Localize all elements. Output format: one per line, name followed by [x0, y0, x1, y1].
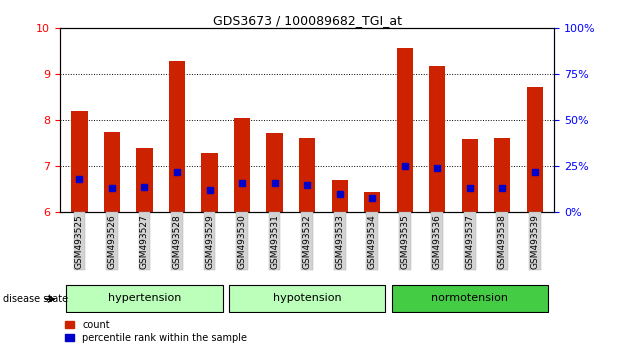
Text: GSM493534: GSM493534 [368, 214, 377, 269]
Bar [266, 133, 283, 212]
Text: GSM493536: GSM493536 [433, 214, 442, 269]
Bar [331, 180, 348, 212]
Text: hypotension: hypotension [273, 293, 341, 303]
Text: GSM493527: GSM493527 [140, 214, 149, 269]
Bar [202, 153, 217, 212]
Text: GSM493528: GSM493528 [173, 214, 181, 269]
Text: GSM493538: GSM493538 [498, 214, 507, 269]
Bar [397, 48, 413, 212]
Text: GSM493539: GSM493539 [530, 214, 539, 269]
Text: normotension: normotension [432, 293, 508, 303]
FancyBboxPatch shape [229, 285, 385, 312]
Legend: count, percentile rank within the sample: count, percentile rank within the sample [65, 320, 247, 343]
Bar [169, 61, 185, 212]
Text: GSM493529: GSM493529 [205, 214, 214, 269]
Bar [462, 139, 478, 212]
FancyBboxPatch shape [66, 285, 222, 312]
Bar [136, 148, 152, 212]
FancyBboxPatch shape [392, 285, 548, 312]
Bar [527, 87, 543, 212]
Bar [71, 111, 88, 212]
Bar [104, 132, 120, 212]
Text: GSM493525: GSM493525 [75, 214, 84, 269]
Text: GSM493530: GSM493530 [238, 214, 246, 269]
Text: disease state: disease state [3, 294, 68, 304]
Text: GSM493533: GSM493533 [335, 214, 344, 269]
Bar [364, 192, 381, 212]
Text: GSM493537: GSM493537 [466, 214, 474, 269]
Title: GDS3673 / 100089682_TGI_at: GDS3673 / 100089682_TGI_at [213, 14, 402, 27]
Text: GSM493526: GSM493526 [107, 214, 117, 269]
Text: GSM493535: GSM493535 [400, 214, 410, 269]
Text: GSM493531: GSM493531 [270, 214, 279, 269]
Bar [494, 138, 510, 212]
Bar [299, 138, 315, 212]
Text: hypertension: hypertension [108, 293, 181, 303]
Text: GSM493532: GSM493532 [302, 214, 312, 269]
Bar [429, 66, 445, 212]
Bar [234, 118, 250, 212]
